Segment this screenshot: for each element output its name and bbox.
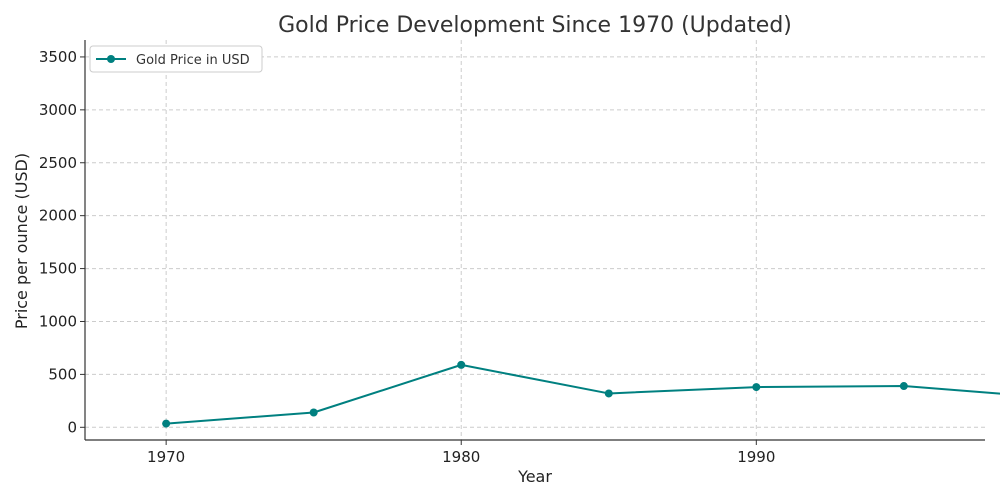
x-tick-label: 1990 <box>737 448 775 466</box>
legend-marker <box>107 55 115 63</box>
chart-title: Gold Price Development Since 1970 (Updat… <box>278 13 792 38</box>
x-tick-label: 1980 <box>442 448 480 466</box>
data-point <box>752 383 761 392</box>
y-tick-label: 1500 <box>39 260 77 278</box>
axes <box>80 40 985 445</box>
y-axis-label: Price per ounce (USD) <box>12 153 31 329</box>
legend: Gold Price in USD <box>89 45 263 73</box>
y-tick-label: 3500 <box>39 48 77 66</box>
data-point <box>309 408 318 417</box>
grid <box>85 40 985 440</box>
x-axis-label: Year <box>517 467 552 486</box>
tick-labels: 1970198019902000201020200500100015002000… <box>39 48 776 466</box>
y-tick-label: 3000 <box>39 101 77 119</box>
y-tick-label: 1000 <box>39 312 77 330</box>
series <box>162 360 1000 428</box>
x-tick-label: 1970 <box>147 448 185 466</box>
y-tick-label: 2000 <box>39 207 77 225</box>
legend-label: Gold Price in USD <box>136 53 250 68</box>
y-tick-label: 2500 <box>39 154 77 172</box>
series-line <box>166 363 1000 425</box>
data-point <box>457 360 466 369</box>
y-tick-label: 500 <box>48 365 77 383</box>
y-tick-label: 0 <box>67 418 77 436</box>
legend-box <box>89 45 263 73</box>
data-point <box>899 382 908 391</box>
data-point <box>604 389 613 398</box>
data-point <box>162 419 171 428</box>
